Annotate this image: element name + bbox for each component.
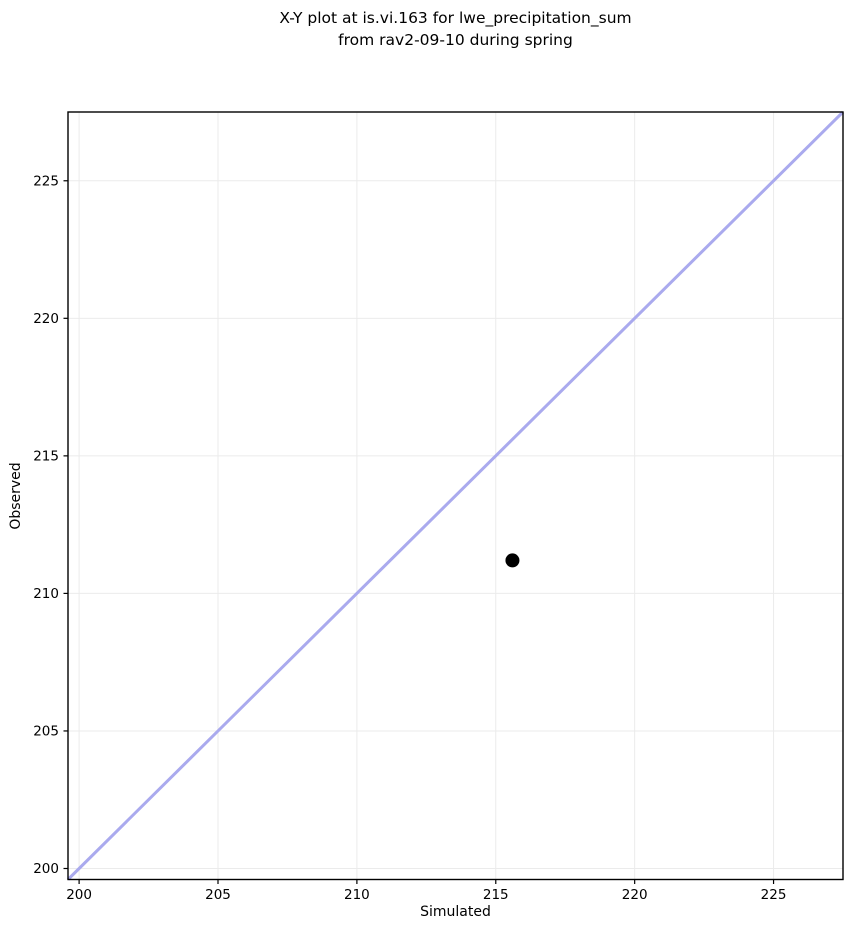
identity-line bbox=[66, 110, 845, 881]
y-tick-label: 200 bbox=[33, 861, 59, 877]
x-tick-label: 205 bbox=[205, 887, 231, 903]
x-tick-label: 210 bbox=[344, 887, 370, 903]
y-tick-label: 215 bbox=[33, 448, 59, 464]
y-axis-label: Observed bbox=[8, 462, 24, 530]
x-tick-label: 220 bbox=[622, 887, 648, 903]
y-tick-label: 220 bbox=[33, 311, 59, 327]
chart-title: X-Y plot at is.vi.163 for lwe_precipitat… bbox=[279, 9, 632, 49]
y-tick-label: 210 bbox=[33, 586, 59, 602]
axes-spines bbox=[67, 111, 844, 881]
y-tick-label: 205 bbox=[33, 723, 59, 739]
x-tick-label: 200 bbox=[66, 887, 92, 903]
x-axis-label: Simulated bbox=[420, 904, 491, 920]
y-tick-label: 225 bbox=[33, 173, 59, 189]
x-tick-label: 215 bbox=[483, 887, 509, 903]
x-tick-label: 225 bbox=[761, 887, 787, 903]
scatter-point bbox=[505, 553, 520, 568]
